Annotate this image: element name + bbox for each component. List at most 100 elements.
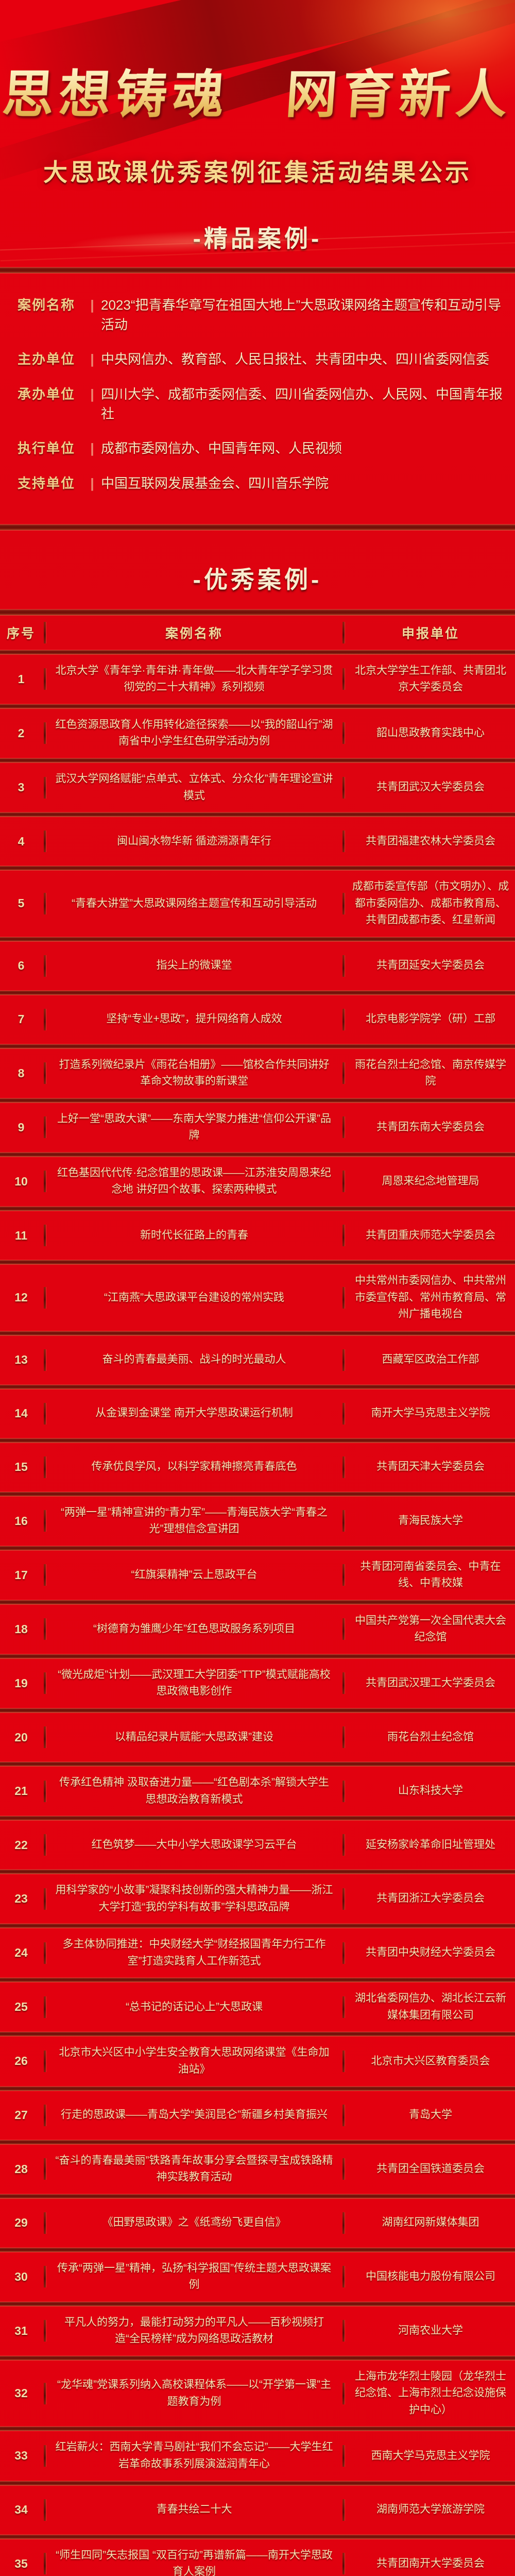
table-row: 27 行走的思政课——青岛大学“美润昆仑”新疆乡村美育振兴 青岛大学 bbox=[0, 2091, 515, 2140]
column-separator bbox=[44, 2553, 46, 2575]
column-separator bbox=[342, 2104, 345, 2126]
column-separator bbox=[342, 1618, 345, 1640]
case-name: “青春大讲堂”大思政课网络主题宣传和互动引导活动 bbox=[72, 897, 317, 909]
column-separator bbox=[342, 1780, 345, 1802]
case-name: 《田野思政课》之《纸鸢纷飞更自信》 bbox=[102, 2216, 286, 2229]
case-no: 19 bbox=[14, 1676, 28, 1690]
case-no: 1 bbox=[18, 672, 25, 686]
column-separator bbox=[44, 1008, 46, 1030]
row-divider bbox=[0, 650, 515, 654]
row-divider bbox=[0, 1600, 515, 1604]
info-value: 四川大学、成都市委网信委、四川省委网信办、人民网、中国青年报社 bbox=[101, 386, 503, 421]
row-divider bbox=[0, 1331, 515, 1335]
case-unit: 北京市大兴区教育委员会 bbox=[371, 2055, 490, 2067]
case-name: “红旗渠精神”云上思政平台 bbox=[131, 1569, 258, 1581]
case-name: 从金课到金课堂 南开大学思政课运行机制 bbox=[95, 1407, 293, 1419]
info-separator: | bbox=[90, 351, 94, 367]
case-no: 30 bbox=[14, 2269, 28, 2283]
case-name: 北京大学《青年学·青年讲·青年做——北大青年学子学习贯彻党的二十大精神》系列视频 bbox=[55, 664, 333, 693]
column-separator bbox=[44, 1062, 46, 1084]
row-divider bbox=[0, 1762, 515, 1767]
info-label: 支持单位 bbox=[18, 476, 76, 492]
column-separator bbox=[44, 2050, 46, 2072]
row-divider bbox=[0, 2247, 515, 2252]
info-label: 承办单位 bbox=[18, 386, 76, 402]
case-name: “总书记的话记心上”大思政课 bbox=[126, 2001, 263, 2013]
row-divider bbox=[0, 866, 515, 871]
column-separator bbox=[342, 668, 345, 690]
column-separator bbox=[44, 2499, 46, 2521]
case-name: 奋斗的青春最美丽、战斗的时光最动人 bbox=[102, 1353, 286, 1366]
row-divider bbox=[0, 1546, 515, 1550]
row-divider bbox=[0, 2534, 515, 2539]
row-divider bbox=[0, 1207, 515, 1211]
info-separator: | bbox=[90, 476, 94, 492]
column-separator bbox=[342, 2320, 345, 2342]
case-unit: 雨花台烈士纪念馆 bbox=[387, 1731, 474, 1743]
info-row: 执行单位 | 成都市委网信办、中国青年网、人民视频 bbox=[18, 439, 515, 459]
column-separator bbox=[44, 1672, 46, 1694]
column-separator bbox=[342, 1008, 345, 1030]
column-separator bbox=[44, 776, 46, 799]
row-divider bbox=[0, 1870, 515, 1874]
case-no: 35 bbox=[14, 2556, 28, 2570]
table-row: 1 北京大学《青年学·青年讲·青年做——北大青年学子学习贯彻党的二十大精神》系列视… bbox=[0, 654, 515, 704]
case-no: 5 bbox=[18, 896, 25, 910]
column-separator bbox=[44, 668, 46, 690]
table-row: 25 “总书记的话记心上”大思政课 湖北省委网信办、湖北长江云新媒体集团有限公司 bbox=[0, 1982, 515, 2032]
case-no: 12 bbox=[14, 1291, 28, 1304]
case-name: 红色筑梦——大中小学大思政课学习云平台 bbox=[91, 1838, 297, 1851]
case-unit: 共青团南开大学委员会 bbox=[376, 2557, 485, 2569]
case-no: 23 bbox=[14, 1892, 28, 1906]
section-divider bbox=[0, 609, 515, 615]
row-divider bbox=[0, 2355, 515, 2360]
table-row: 22 红色筑梦——大中小学大思政课学习云平台 延安杨家岭革命旧址管理处 bbox=[0, 1820, 515, 1870]
row-divider bbox=[0, 937, 515, 941]
case-name: 打造系列微纪录片《雨花台相册》——馆校合作共同讲好革命文物故事的新课堂 bbox=[59, 1058, 330, 1088]
case-no: 14 bbox=[14, 1406, 28, 1420]
case-no: 31 bbox=[14, 2324, 28, 2337]
column-separator bbox=[44, 1780, 46, 1802]
column-separator bbox=[44, 1171, 46, 1193]
case-unit: 河南农业大学 bbox=[398, 2324, 463, 2336]
column-separator bbox=[342, 1996, 345, 2018]
row-divider bbox=[0, 1924, 515, 1928]
row-divider bbox=[0, 1152, 515, 1157]
case-unit: 雨花台烈士纪念馆、南京传媒学院 bbox=[355, 1058, 506, 1088]
case-no: 29 bbox=[14, 2216, 28, 2230]
case-no: 21 bbox=[14, 1784, 28, 1798]
info-separator: | bbox=[90, 386, 94, 402]
table-row: 33 红岩薪火：西南大学青马剧社“我们不会忘记”——大学生红岩革命故事系列展演滋润… bbox=[0, 2431, 515, 2481]
case-no: 10 bbox=[14, 1174, 28, 1188]
case-unit: 青岛大学 bbox=[409, 2109, 452, 2121]
column-separator bbox=[342, 1564, 345, 1586]
row-divider bbox=[0, 1816, 515, 1821]
case-no: 25 bbox=[14, 2000, 28, 2014]
table-row: 13 奋斗的青春最美丽、战斗的时光最动人 西藏军区政治工作部 bbox=[0, 1335, 515, 1385]
row-divider bbox=[0, 2140, 515, 2144]
case-name: 红色基因代代传·纪念馆里的思政课——江苏淮安周恩来纪念地 讲好四个故事、探索两种… bbox=[57, 1166, 331, 1196]
column-separator bbox=[342, 1888, 345, 1910]
column-separator bbox=[44, 1286, 46, 1309]
case-no: 6 bbox=[18, 959, 25, 973]
case-unit: 成都市委宣传部（市文明办）、成都市委网信办、成都市教育局、共青团成都市委、红星新… bbox=[352, 880, 509, 926]
table-row: 15 传承优良学风，以科学家精神擦亮青春底色 共青团天津大学委员会 bbox=[0, 1443, 515, 1492]
case-no: 26 bbox=[14, 2054, 28, 2068]
jingpin-info-list: 案例名称 | 2023“把青春华章写在祖国大地上”大思政课网络主题宣传和互动引导活动… bbox=[0, 273, 515, 524]
row-divider bbox=[0, 1438, 515, 1443]
case-unit: 上海市龙华烈士陵园（龙华烈士纪念馆、上海市烈士纪念设施保护中心） bbox=[355, 2370, 506, 2416]
column-separator bbox=[44, 2266, 46, 2288]
info-row: 主办单位 | 中央网信办、教育部、人民日报社、共青团中央、四川省委网信委 bbox=[18, 350, 515, 369]
table-row: 12 “江南燕”大思政课平台建设的常州实践 中共常州市委网信办、中共常州市委宣传部、… bbox=[0, 1264, 515, 1331]
case-name: 上好一堂“思政大课”——东南大学聚力推进“信仰公开课”品牌 bbox=[57, 1112, 331, 1142]
column-separator bbox=[342, 722, 345, 744]
case-name: 红色资源思政育人作用转化途径探索——以“我的韶山行”湖南省中小学生红色研学活动为… bbox=[55, 718, 333, 748]
column-separator bbox=[44, 1726, 46, 1749]
table-row: 29 《田野思政课》之《纸鸢纷飞更自信》 湖南红网新媒体集团 bbox=[0, 2198, 515, 2248]
case-unit: 北京电影学院学（研）工部 bbox=[366, 1013, 495, 1025]
column-separator bbox=[342, 892, 345, 914]
column-separator bbox=[342, 1286, 345, 1309]
row-divider bbox=[0, 1708, 515, 1713]
column-separator bbox=[342, 1171, 345, 1193]
case-name: 闽山闽水物华新 循迹溯源青年行 bbox=[117, 835, 271, 847]
